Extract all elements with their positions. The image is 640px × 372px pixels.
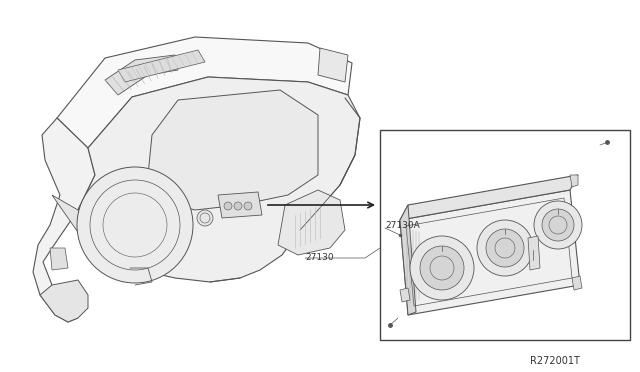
Polygon shape [400,205,416,315]
Circle shape [234,202,242,210]
Circle shape [420,246,464,290]
Polygon shape [118,50,205,82]
Circle shape [244,202,252,210]
Polygon shape [78,77,360,282]
Text: R272001T: R272001T [530,356,580,366]
Circle shape [477,220,533,276]
Polygon shape [50,248,68,270]
Polygon shape [572,276,582,290]
Polygon shape [57,37,352,148]
Polygon shape [105,55,178,95]
Text: 27130A: 27130A [385,221,420,230]
Circle shape [534,201,582,249]
Polygon shape [148,90,318,210]
Circle shape [410,236,474,300]
Polygon shape [40,280,88,322]
Polygon shape [400,190,580,315]
Bar [380,130,630,340]
Circle shape [542,209,574,241]
Circle shape [77,167,193,283]
Polygon shape [278,190,345,255]
Polygon shape [318,48,348,82]
Circle shape [224,202,232,210]
Text: 27130: 27130 [305,253,333,263]
Polygon shape [218,192,262,218]
Polygon shape [33,118,95,322]
Polygon shape [528,236,540,270]
Polygon shape [400,288,410,302]
Circle shape [486,229,524,267]
Polygon shape [52,195,95,250]
Polygon shape [570,175,578,187]
Polygon shape [400,175,578,220]
Circle shape [197,210,213,226]
